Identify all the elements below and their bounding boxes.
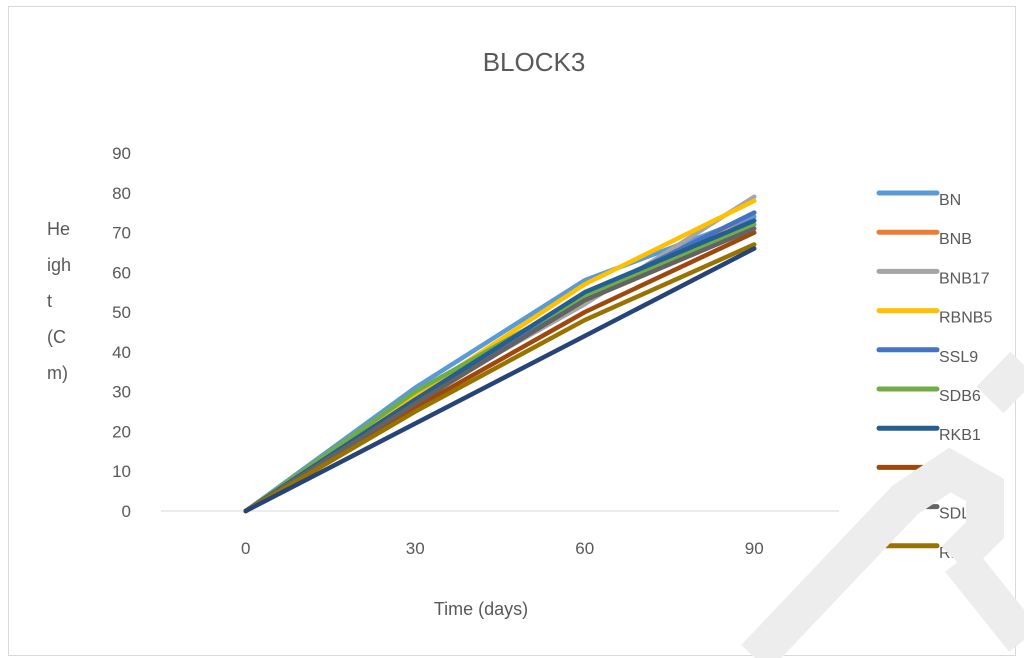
y-tick-label: 50 xyxy=(112,303,131,322)
legend: BN BNB BNB17 RBNB5 SSL9 SDB6 RKB1 BG12 SDL4 RDB1 xyxy=(876,190,992,562)
legend-label: BNB17 xyxy=(939,270,990,287)
y-tick-label: 30 xyxy=(112,383,131,402)
y-axis-label-line: igh xyxy=(47,255,71,275)
y-axis-label: He igh t (C m) xyxy=(47,219,71,383)
y-tick-label: 10 xyxy=(112,462,131,481)
y-axis-label-line: m) xyxy=(47,363,68,383)
y-tick-label: 60 xyxy=(112,263,131,282)
line-chart: BLOCK3 He igh t (C m) 0 10 20 30 40 50 60 70 80 90 0 3… xyxy=(47,47,992,619)
y-axis-label-line: t xyxy=(47,291,52,311)
x-tick-label: 60 xyxy=(575,539,594,558)
chart-title: BLOCK3 xyxy=(483,47,586,77)
legend-label: RKB1 xyxy=(939,427,981,444)
legend-label: BNB xyxy=(939,231,972,248)
x-tick-label: 90 xyxy=(745,539,764,558)
y-axis-ticks: 0 10 20 30 40 50 60 70 80 90 xyxy=(112,144,131,521)
y-tick-label: 40 xyxy=(112,343,131,362)
legend-label: SDL4 xyxy=(939,506,979,523)
series-line xyxy=(243,242,757,514)
series-line xyxy=(243,226,757,514)
y-tick-label: 20 xyxy=(112,422,131,441)
x-axis-label: Time (days) xyxy=(434,599,528,619)
legend-label: RDB1 xyxy=(939,545,982,562)
y-axis-label-line: He xyxy=(47,219,70,239)
legend-label: SSL9 xyxy=(939,349,978,366)
y-tick-label: 70 xyxy=(112,224,131,243)
series-lines xyxy=(243,194,757,514)
x-axis-ticks: 0 30 60 90 xyxy=(241,539,764,558)
y-axis-label-line: (C xyxy=(47,327,66,347)
legend-label: BN xyxy=(939,192,961,209)
y-tick-label: 80 xyxy=(112,184,131,203)
legend-label: BG12 xyxy=(939,466,980,483)
y-tick-label: 90 xyxy=(112,144,131,163)
y-tick-label: 0 xyxy=(122,502,131,521)
legend-label: SDB6 xyxy=(939,388,981,405)
x-tick-label: 0 xyxy=(241,539,250,558)
x-tick-label: 30 xyxy=(406,539,425,558)
legend-label: RBNB5 xyxy=(939,310,992,327)
chart-frame: BLOCK3 He igh t (C m) 0 10 20 30 40 50 60 70 80 90 0 3… xyxy=(8,6,1016,656)
series-line xyxy=(243,246,757,514)
